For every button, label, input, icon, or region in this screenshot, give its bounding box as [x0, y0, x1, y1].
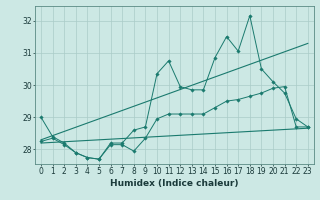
X-axis label: Humidex (Indice chaleur): Humidex (Indice chaleur)	[110, 179, 239, 188]
